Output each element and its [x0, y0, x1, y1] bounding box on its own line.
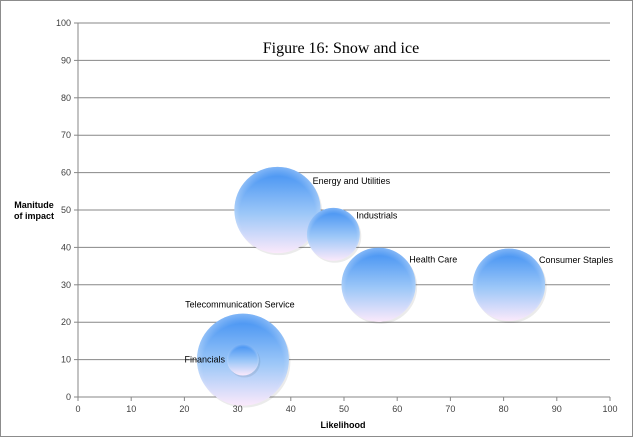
bubbles [196, 166, 547, 408]
y-axis-title-line2: of impact [14, 211, 54, 221]
x-tick-label-0: 0 [75, 404, 80, 414]
y-tick-label-90: 90 [61, 55, 71, 65]
y-tick-label-20: 20 [61, 317, 71, 327]
y-tick-label-10: 10 [61, 355, 71, 365]
axes: 0 10 20 30 40 50 60 70 80 90 100 0 10 20 30 40 50 60 70 80 9… [56, 18, 618, 414]
y-tick-label-60: 60 [61, 168, 71, 178]
bubble-shine [341, 247, 416, 322]
bubble-industrials [306, 207, 362, 263]
y-tick-label-100: 100 [56, 18, 71, 28]
y-tick-label-50: 50 [61, 205, 71, 215]
gridlines [78, 22, 610, 361]
chart-title: Figure 16: Snow and ice [263, 40, 419, 57]
bubble-label-health-care: Health Care [409, 255, 457, 265]
x-tick-label-80: 80 [499, 404, 509, 414]
x-tick-label-40: 40 [286, 404, 296, 414]
bubble-shine [306, 207, 360, 261]
bubble-shine [234, 166, 321, 254]
y-tick-label-40: 40 [61, 242, 71, 252]
bubble-label-industrials: Industrials [356, 210, 398, 220]
bubble-label-financials: Financials [184, 355, 225, 365]
bubble-health-care [341, 247, 418, 324]
x-tick-label-70: 70 [445, 404, 455, 414]
bubble-shine [472, 248, 546, 322]
x-tick-label-90: 90 [552, 404, 562, 414]
x-tick-label-50: 50 [339, 404, 349, 414]
bubble-label-energy-and-utilities: Energy and Utilities [313, 176, 391, 186]
bubble-shine [226, 343, 259, 376]
y-tick-label-30: 30 [61, 280, 71, 290]
x-tick-label-10: 10 [126, 404, 136, 414]
x-tick-label-20: 20 [179, 404, 189, 414]
x-axis-title: Likelihood [321, 420, 366, 430]
bubble-label-telecommunication-service: Telecommunication Service [185, 300, 295, 310]
x-tick-label-60: 60 [392, 404, 402, 414]
x-tick-label-100: 100 [602, 404, 617, 414]
y-tick-label-70: 70 [61, 130, 71, 140]
bubble-financials [226, 343, 261, 378]
x-tick-label-30: 30 [233, 404, 243, 414]
bubble-energy-and-utilities [234, 166, 323, 256]
y-tick-label-80: 80 [61, 93, 71, 103]
y-axis-title-line1: Manitude [14, 200, 54, 210]
bubble-consumer-staples [472, 248, 547, 324]
bubble-labels: Telecommunication Service Energy and Util… [184, 176, 613, 364]
y-tick-label-0: 0 [66, 392, 71, 402]
bubble-label-consumer-staples: Consumer Staples [539, 255, 614, 265]
